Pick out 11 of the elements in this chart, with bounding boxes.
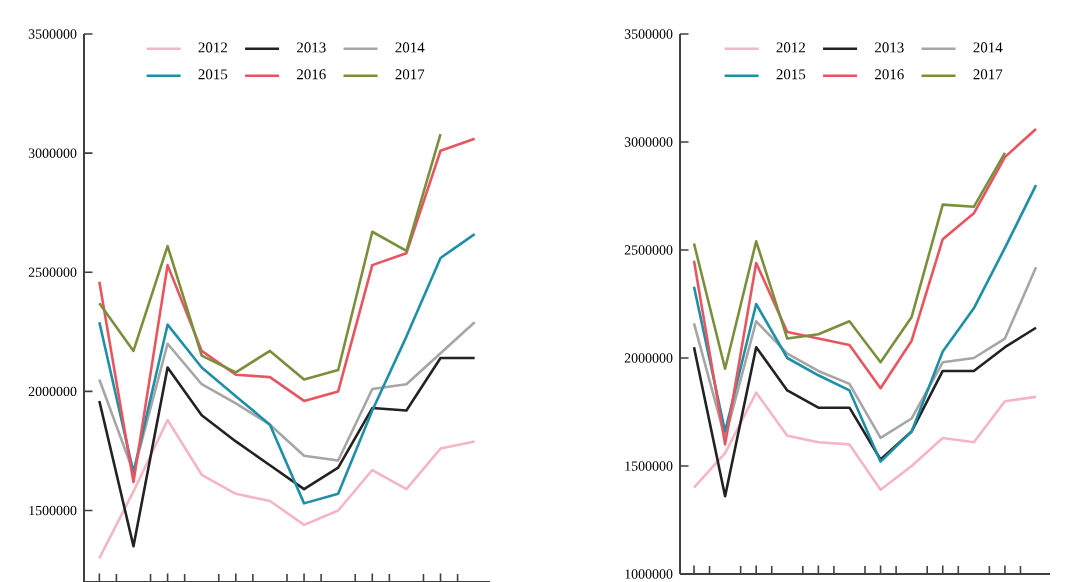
line-series — [98, 356, 476, 548]
line-series — [98, 132, 442, 381]
line-series — [692, 127, 1038, 446]
line-series — [692, 326, 1038, 498]
line-series — [98, 137, 476, 484]
line-series — [692, 391, 1038, 492]
line-series — [692, 265, 1038, 440]
line-series — [98, 232, 476, 505]
line-series — [692, 151, 1007, 371]
line-series — [98, 418, 476, 560]
line-series — [692, 183, 1038, 463]
